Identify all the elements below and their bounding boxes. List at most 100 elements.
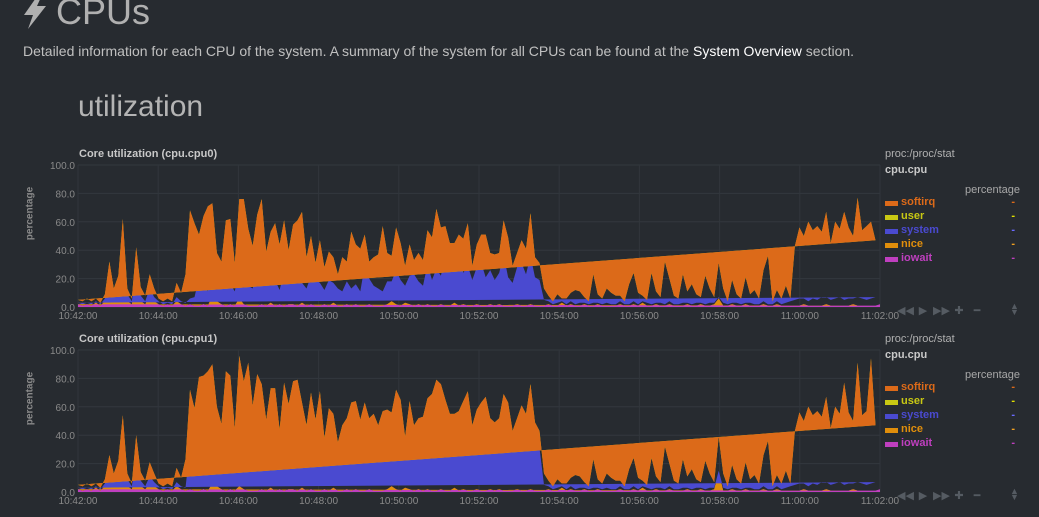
legend-name: softirq bbox=[901, 196, 935, 208]
x-tick-label: 10:58:00 bbox=[700, 496, 739, 507]
chart-toolbar: ◀◀ ▶ ▶▶ ✚ ━ bbox=[897, 489, 985, 502]
x-tick-label: 10:42:00 bbox=[59, 311, 98, 322]
legend-item-user[interactable]: user - bbox=[885, 395, 1035, 409]
description-text-end: section. bbox=[802, 43, 854, 59]
y-tick-label: 60.0 bbox=[56, 403, 76, 414]
y-tick-label: 40.0 bbox=[56, 246, 76, 257]
x-tick-label: 10:58:00 bbox=[700, 311, 739, 322]
legend-swatch bbox=[885, 243, 898, 248]
x-tick-label: 10:56:00 bbox=[620, 311, 659, 322]
chart-toolbar: ◀◀ ▶ ▶▶ ✚ ━ bbox=[897, 304, 985, 317]
legend-name: softirq bbox=[901, 381, 935, 393]
legend-name: iowait bbox=[901, 437, 932, 449]
legend-item-system[interactable]: system - bbox=[885, 224, 1035, 238]
x-tick-label: 10:56:00 bbox=[620, 496, 659, 507]
legend-item-nice[interactable]: nice - bbox=[885, 423, 1035, 437]
chart-svg: 100.0 80.0 60.0 40.0 20.0 0.010:42:00 10:44:00… bbox=[0, 148, 1039, 323]
play-icon[interactable]: ▶ bbox=[915, 489, 931, 502]
legend-swatch bbox=[885, 229, 898, 234]
section-description: Detailed information for each CPU of the… bbox=[23, 43, 854, 59]
y-tick-label: 20.0 bbox=[56, 275, 76, 286]
legend-value: - bbox=[1011, 423, 1015, 435]
description-text: Detailed information for each CPU of the… bbox=[23, 43, 693, 59]
legend-value: - bbox=[1011, 409, 1015, 421]
legend-item-system[interactable]: system - bbox=[885, 409, 1035, 423]
x-tick-label: 10:42:00 bbox=[59, 496, 98, 507]
resize-handle-icon[interactable]: ▲ ▼ bbox=[1010, 303, 1019, 315]
legend-items: softirq - user - system - nice - iowait - bbox=[885, 196, 1035, 266]
legend-source: proc:/proc/stat bbox=[885, 333, 1035, 345]
x-tick-label: 10:54:00 bbox=[540, 311, 579, 322]
legend-item-iowait[interactable]: iowait - bbox=[885, 437, 1035, 451]
section-title: CPUs bbox=[56, 0, 150, 30]
chart-legend: proc:/proc/stat cpu.cpu percentage softi… bbox=[885, 148, 1035, 266]
legend-item-nice[interactable]: nice - bbox=[885, 238, 1035, 252]
legend-item-softirq[interactable]: softirq - bbox=[885, 196, 1035, 210]
cpu0-chart[interactable]: 100.0 80.0 60.0 40.0 20.0 0.0 10:42:00 10:44:00… bbox=[0, 148, 1039, 323]
bolt-icon bbox=[22, 0, 48, 29]
legend-value: - bbox=[1011, 196, 1015, 208]
y-axis-label: percentage bbox=[25, 369, 36, 429]
legend-swatch bbox=[885, 414, 898, 419]
legend-context: cpu.cpu bbox=[885, 349, 1035, 361]
legend-item-iowait[interactable]: iowait - bbox=[885, 252, 1035, 266]
resize-handle-icon[interactable]: ▲ ▼ bbox=[1010, 488, 1019, 500]
legend-units: percentage bbox=[885, 369, 1035, 381]
x-tick-label: 11:02:00 bbox=[861, 496, 900, 507]
legend-name: nice bbox=[901, 238, 923, 250]
legend-name: user bbox=[901, 395, 924, 407]
x-tick-label: 10:50:00 bbox=[379, 311, 418, 322]
legend-item-user[interactable]: user - bbox=[885, 210, 1035, 224]
x-tick-label: 10:46:00 bbox=[219, 311, 258, 322]
legend-value: - bbox=[1011, 238, 1015, 250]
section-header: CPUs bbox=[22, 0, 150, 34]
chart-legend: proc:/proc/stat cpu.cpu percentage softi… bbox=[885, 333, 1035, 451]
play-icon[interactable]: ▶ bbox=[915, 304, 931, 317]
cpu1-chart[interactable]: 100.0 80.0 60.0 40.0 20.0 0.0 10:42:00 10:44:00… bbox=[0, 333, 1039, 508]
legend-source: proc:/proc/stat bbox=[885, 148, 1035, 160]
legend-item-softirq[interactable]: softirq - bbox=[885, 381, 1035, 395]
legend-swatch bbox=[885, 442, 898, 447]
system-overview-link[interactable]: System Overview bbox=[693, 43, 802, 59]
legend-units: percentage bbox=[885, 184, 1035, 196]
x-tick-label: 10:50:00 bbox=[379, 496, 418, 507]
subsection-title: utilization bbox=[78, 90, 203, 124]
x-tick-label: 10:48:00 bbox=[299, 496, 338, 507]
rewind-icon[interactable]: ◀◀ bbox=[897, 489, 913, 502]
x-tick-label: 11:02:00 bbox=[861, 311, 900, 322]
zoom-out-icon[interactable]: ━ bbox=[969, 304, 985, 317]
legend-value: - bbox=[1011, 224, 1015, 236]
x-tick-label: 10:54:00 bbox=[540, 496, 579, 507]
y-tick-label: 100.0 bbox=[50, 161, 75, 172]
legend-value: - bbox=[1011, 437, 1015, 449]
legend-swatch bbox=[885, 386, 898, 391]
legend-value: - bbox=[1011, 395, 1015, 407]
x-tick-label: 11:00:00 bbox=[781, 311, 820, 322]
zoom-in-icon[interactable]: ✚ bbox=[951, 304, 967, 317]
legend-name: nice bbox=[901, 423, 923, 435]
legend-name: user bbox=[901, 210, 924, 222]
zoom-out-icon[interactable]: ━ bbox=[969, 489, 985, 502]
x-tick-label: 10:44:00 bbox=[139, 496, 178, 507]
legend-value: - bbox=[1011, 210, 1015, 222]
chart-title: Core utilization (cpu.cpu1) bbox=[79, 333, 217, 345]
fast-forward-icon[interactable]: ▶▶ bbox=[933, 304, 949, 317]
chart-title: Core utilization (cpu.cpu0) bbox=[79, 148, 217, 160]
y-tick-label: 40.0 bbox=[56, 431, 76, 442]
legend-swatch bbox=[885, 257, 898, 262]
legend-swatch bbox=[885, 400, 898, 405]
y-tick-label: 20.0 bbox=[56, 460, 76, 471]
fast-forward-icon[interactable]: ▶▶ bbox=[933, 489, 949, 502]
legend-items: softirq - user - system - nice - iowait - bbox=[885, 381, 1035, 451]
x-tick-label: 10:44:00 bbox=[139, 311, 178, 322]
rewind-icon[interactable]: ◀◀ bbox=[897, 304, 913, 317]
x-tick-label: 11:00:00 bbox=[781, 496, 820, 507]
legend-swatch bbox=[885, 215, 898, 220]
legend-value: - bbox=[1011, 252, 1015, 264]
x-tick-label: 10:46:00 bbox=[219, 496, 258, 507]
zoom-in-icon[interactable]: ✚ bbox=[951, 489, 967, 502]
legend-name: system bbox=[901, 224, 939, 236]
y-tick-label: 100.0 bbox=[50, 346, 75, 357]
legend-context: cpu.cpu bbox=[885, 164, 1035, 176]
x-tick-label: 10:52:00 bbox=[460, 311, 499, 322]
